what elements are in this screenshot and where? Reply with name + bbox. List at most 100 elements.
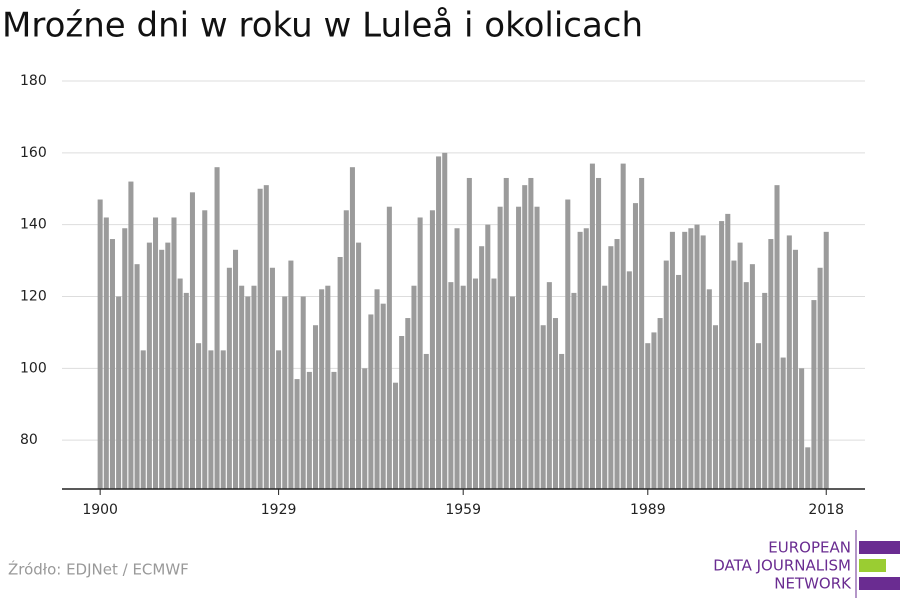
- bar: [577, 231, 583, 489]
- bar: [103, 217, 109, 489]
- bar: [374, 289, 380, 489]
- bar: [429, 210, 435, 489]
- bar: [817, 267, 823, 489]
- bar: [540, 325, 546, 489]
- bar: [288, 260, 294, 489]
- x-tick-label: 2018: [808, 502, 844, 518]
- logo-bar: [859, 559, 886, 572]
- bar: [688, 228, 694, 489]
- logo-bar: [859, 541, 900, 554]
- bar: [159, 249, 165, 489]
- bar: [276, 350, 282, 489]
- bar: [645, 343, 651, 489]
- bar: [109, 239, 115, 489]
- source: Źródło: EDJNet / ECMWF: [8, 560, 189, 579]
- bar: [423, 353, 429, 489]
- bar: [694, 224, 700, 489]
- bar: [805, 447, 811, 489]
- bar: [356, 242, 362, 489]
- bar: [522, 185, 528, 490]
- bar: [811, 300, 817, 489]
- bar: [269, 267, 275, 489]
- bar: [552, 318, 559, 489]
- bar: [571, 292, 577, 489]
- bar: [349, 167, 355, 489]
- bar: [719, 221, 725, 489]
- bar: [411, 285, 417, 489]
- bar: [799, 368, 805, 489]
- bar: [663, 260, 669, 489]
- bar: [682, 231, 688, 489]
- bar: [546, 282, 552, 489]
- bar: [116, 296, 122, 489]
- bar: [596, 177, 602, 489]
- bar: [589, 163, 595, 489]
- bar: [343, 210, 349, 489]
- bar: [786, 235, 792, 489]
- bar: [380, 303, 386, 489]
- bar: [171, 217, 177, 489]
- bar: [466, 177, 472, 489]
- bar: [325, 285, 331, 489]
- bar: [731, 260, 737, 489]
- x-tick-label: 1929: [261, 502, 297, 518]
- bar: [712, 325, 718, 489]
- chart-title: Mroźne dni w roku w Luleå i okolicach: [2, 6, 643, 46]
- bar: [392, 382, 399, 489]
- logo: EUROPEAN DATA JOURNALISM NETWORK: [713, 530, 900, 598]
- bar: [294, 379, 300, 489]
- bar: [602, 285, 608, 489]
- bar: [565, 199, 571, 490]
- bar: [559, 353, 565, 489]
- bar: [306, 371, 312, 489]
- y-tick-label: 140: [20, 217, 47, 233]
- bar: [528, 177, 534, 489]
- bar: [245, 296, 251, 489]
- bar: [737, 242, 743, 489]
- bar: [220, 350, 226, 489]
- bar: [128, 181, 134, 489]
- bar: [226, 267, 232, 489]
- bar: [386, 206, 392, 489]
- bar: [312, 325, 319, 489]
- bar: [436, 156, 442, 489]
- bar: [725, 213, 731, 489]
- y-tick-label: 160: [20, 145, 47, 161]
- bar: [165, 242, 171, 489]
- bar: [196, 343, 202, 489]
- bar: [134, 264, 140, 489]
- bar: [516, 206, 522, 489]
- bar: [140, 350, 146, 489]
- bar: [657, 318, 663, 489]
- bar: [479, 246, 485, 489]
- bar: [208, 350, 214, 489]
- bar: [122, 228, 128, 489]
- bar: [239, 285, 245, 489]
- bar: [620, 163, 626, 489]
- bar: [448, 282, 454, 489]
- bar: [823, 231, 829, 489]
- bar: [362, 368, 368, 489]
- bar: [676, 274, 682, 489]
- bar: [337, 256, 343, 489]
- bar: [232, 249, 239, 489]
- bar: [768, 239, 774, 489]
- bar: [472, 278, 479, 489]
- bar: [743, 282, 749, 489]
- bar: [497, 206, 503, 489]
- bar: [454, 228, 460, 489]
- bar: [503, 177, 509, 489]
- bar: [282, 296, 288, 489]
- bar: [442, 152, 448, 489]
- x-tick-label: 1989: [630, 502, 666, 518]
- bar: [583, 228, 589, 489]
- bar: [214, 167, 220, 489]
- bar: [153, 217, 159, 489]
- bar: [706, 289, 712, 489]
- logo-text: NETWORK: [774, 575, 852, 593]
- bar: [756, 343, 762, 489]
- bar: [774, 185, 780, 490]
- bar: [368, 314, 374, 489]
- bar: [177, 278, 183, 489]
